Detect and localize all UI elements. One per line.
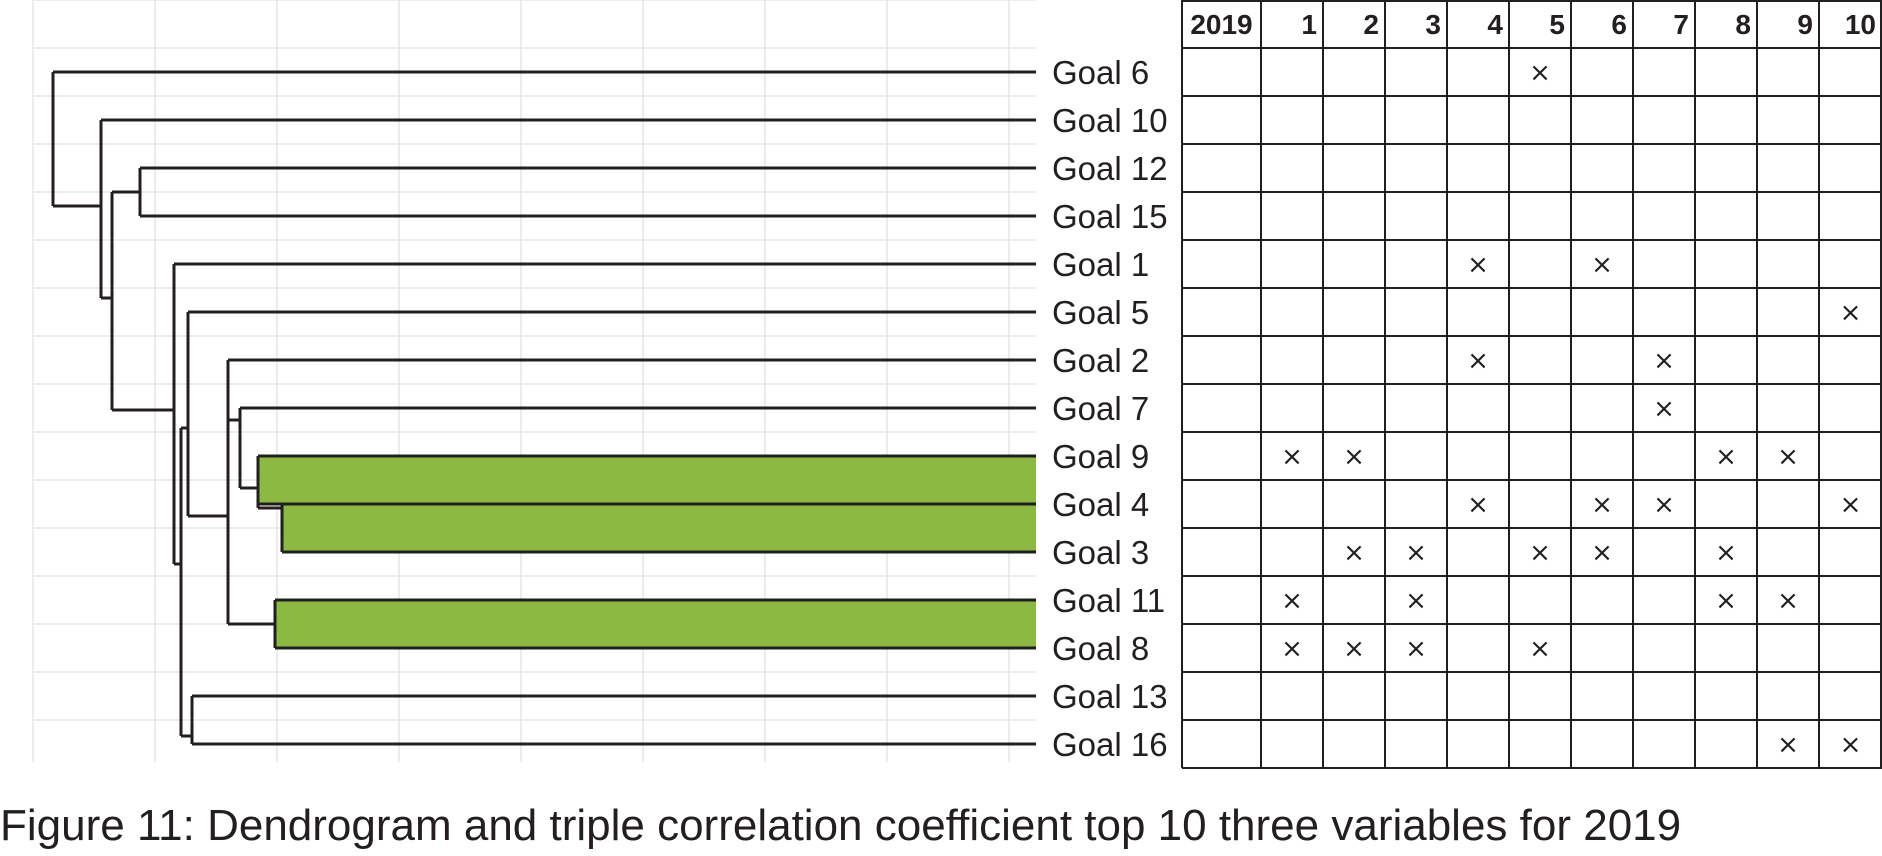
leaf-label: Goal 5 bbox=[1052, 294, 1149, 331]
table-mark: × bbox=[1591, 490, 1613, 520]
dendrogram-branches bbox=[51, 70, 1036, 746]
leaf-label: Goal 12 bbox=[1052, 150, 1168, 187]
table-mark: × bbox=[1777, 586, 1799, 616]
table-column-header: 5 bbox=[1549, 9, 1565, 40]
table-mark: × bbox=[1715, 538, 1737, 568]
table-column-header: 3 bbox=[1425, 9, 1441, 40]
table-mark: × bbox=[1529, 58, 1551, 88]
table-mark: × bbox=[1777, 442, 1799, 472]
leaf-label: Goal 7 bbox=[1052, 390, 1149, 427]
table-mark: × bbox=[1281, 634, 1303, 664]
table-mark: × bbox=[1529, 634, 1551, 664]
leaf-label: Goal 9 bbox=[1052, 438, 1149, 475]
table-mark: × bbox=[1343, 634, 1365, 664]
table-mark: × bbox=[1343, 538, 1365, 568]
table-mark: × bbox=[1715, 586, 1737, 616]
leaf-label: Goal 2 bbox=[1052, 342, 1149, 379]
leaf-labels: Goal 6 Goal 10 Goal 12 Goal 15 Goal 1 Goal 5 G… bbox=[1052, 54, 1168, 763]
table-mark: × bbox=[1840, 730, 1862, 760]
leaf-label: Goal 16 bbox=[1052, 726, 1168, 763]
goal-table: 2019 1 2 3 4 5 6 7 8 9 10 × × × × × × × × × × × × × × × × × × × × × × × × ×… bbox=[1181, 0, 1882, 769]
table-column-header: 8 bbox=[1735, 9, 1751, 40]
table-mark: × bbox=[1343, 442, 1365, 472]
leaf-label: Goal 1 bbox=[1052, 246, 1149, 283]
table-column-header: 7 bbox=[1673, 9, 1689, 40]
table-mark: × bbox=[1591, 250, 1613, 280]
table-column-header: 1 bbox=[1301, 9, 1317, 40]
table-mark: × bbox=[1467, 250, 1489, 280]
table-mark: × bbox=[1281, 442, 1303, 472]
leaf-label: Goal 8 bbox=[1052, 630, 1149, 667]
table-mark: × bbox=[1405, 586, 1427, 616]
leaf-label: Goal 11 bbox=[1052, 582, 1165, 619]
leaf-label: Goal 13 bbox=[1052, 678, 1168, 715]
table-column-header: 9 bbox=[1797, 9, 1813, 40]
table-mark: × bbox=[1840, 490, 1862, 520]
table-mark: × bbox=[1405, 538, 1427, 568]
table-mark: × bbox=[1281, 586, 1303, 616]
leaf-label: Goal 10 bbox=[1052, 102, 1168, 139]
leaf-label: Goal 3 bbox=[1052, 534, 1149, 571]
table-mark: × bbox=[1467, 346, 1489, 376]
table-mark: × bbox=[1653, 490, 1675, 520]
table-column-header: 6 bbox=[1611, 9, 1627, 40]
figure-caption: Figure 11: Dendrogram and triple correla… bbox=[0, 801, 1682, 850]
table-mark: × bbox=[1840, 298, 1862, 328]
table-column-header: 2 bbox=[1363, 9, 1379, 40]
table-mark: × bbox=[1405, 634, 1427, 664]
leaf-label: Goal 15 bbox=[1052, 198, 1168, 235]
leaf-label: Goal 6 bbox=[1052, 54, 1149, 91]
table-column-header: 4 bbox=[1487, 9, 1503, 40]
leaf-label: Goal 4 bbox=[1052, 486, 1149, 523]
figure: Goal 6 Goal 10 Goal 12 Goal 15 Goal 1 Goal 5 G… bbox=[32, 0, 1882, 769]
table-mark: × bbox=[1653, 394, 1675, 424]
table-mark: × bbox=[1777, 730, 1799, 760]
table-mark: × bbox=[1529, 538, 1551, 568]
table-header-year: 2019 bbox=[1190, 9, 1252, 40]
highlight-band-cluster-2 bbox=[275, 600, 1036, 648]
table-column-header: 10 bbox=[1845, 9, 1876, 40]
table-mark: × bbox=[1591, 538, 1613, 568]
table-mark: × bbox=[1467, 490, 1489, 520]
dendrogram-table-figure: Goal 6 Goal 10 Goal 12 Goal 15 Goal 1 Goal 5 G… bbox=[32, 0, 1882, 769]
table-mark: × bbox=[1653, 346, 1675, 376]
table-mark: × bbox=[1715, 442, 1737, 472]
